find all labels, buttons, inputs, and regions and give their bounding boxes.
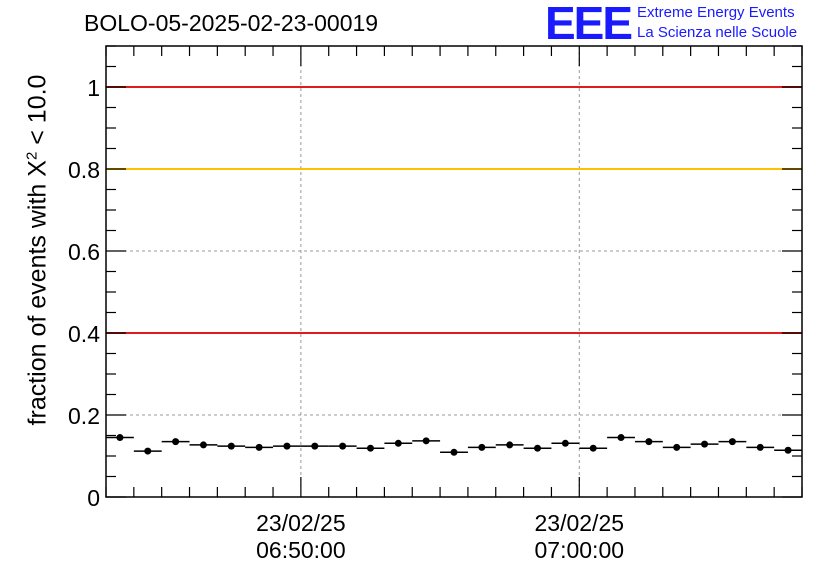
data-point [116,434,124,442]
data-point [645,438,653,446]
data-point [255,443,263,451]
data-point [283,442,291,450]
data-point [311,442,319,450]
data-point [450,448,458,456]
plot-frame [105,45,803,498]
eee-logo-line1: Extreme Energy Events [637,4,795,21]
data-point [422,437,430,445]
data-point [561,439,569,447]
y-tick-label: 0.2 [68,403,100,429]
data-point [227,442,235,450]
data-point [144,447,152,455]
data-point [589,444,597,452]
data-point [506,441,514,449]
x-tick-label-time: 06:50:00 [256,537,346,563]
y-tick-label: 0.4 [68,321,100,347]
data-point [366,444,374,452]
y-tick-label: 0.6 [68,239,100,265]
x-tick-label-time: 07:00:00 [535,537,625,563]
y-tick-label: 0 [87,485,100,511]
data-point [728,438,736,446]
data-point [339,442,347,450]
data-point [756,443,764,451]
x-tick-label-date: 23/02/25 [256,510,346,536]
data-point [394,439,402,447]
y-tick-label: 1 [87,75,100,101]
y-tick-label: 0.8 [68,157,100,183]
data-point [784,446,792,454]
eee-logo-line2: La Scienza nelle Scuole [637,24,798,41]
eee-logo-mark: EEE [545,0,633,49]
data-point [478,443,486,451]
data-point [701,440,709,448]
data-point [534,444,542,452]
data-point [617,434,625,442]
data-point [199,441,207,449]
data-point [172,438,180,446]
x-tick-label-date: 23/02/25 [535,510,625,536]
chart-title: BOLO-05-2025-02-23-00019 [84,10,379,36]
data-point [673,443,681,451]
